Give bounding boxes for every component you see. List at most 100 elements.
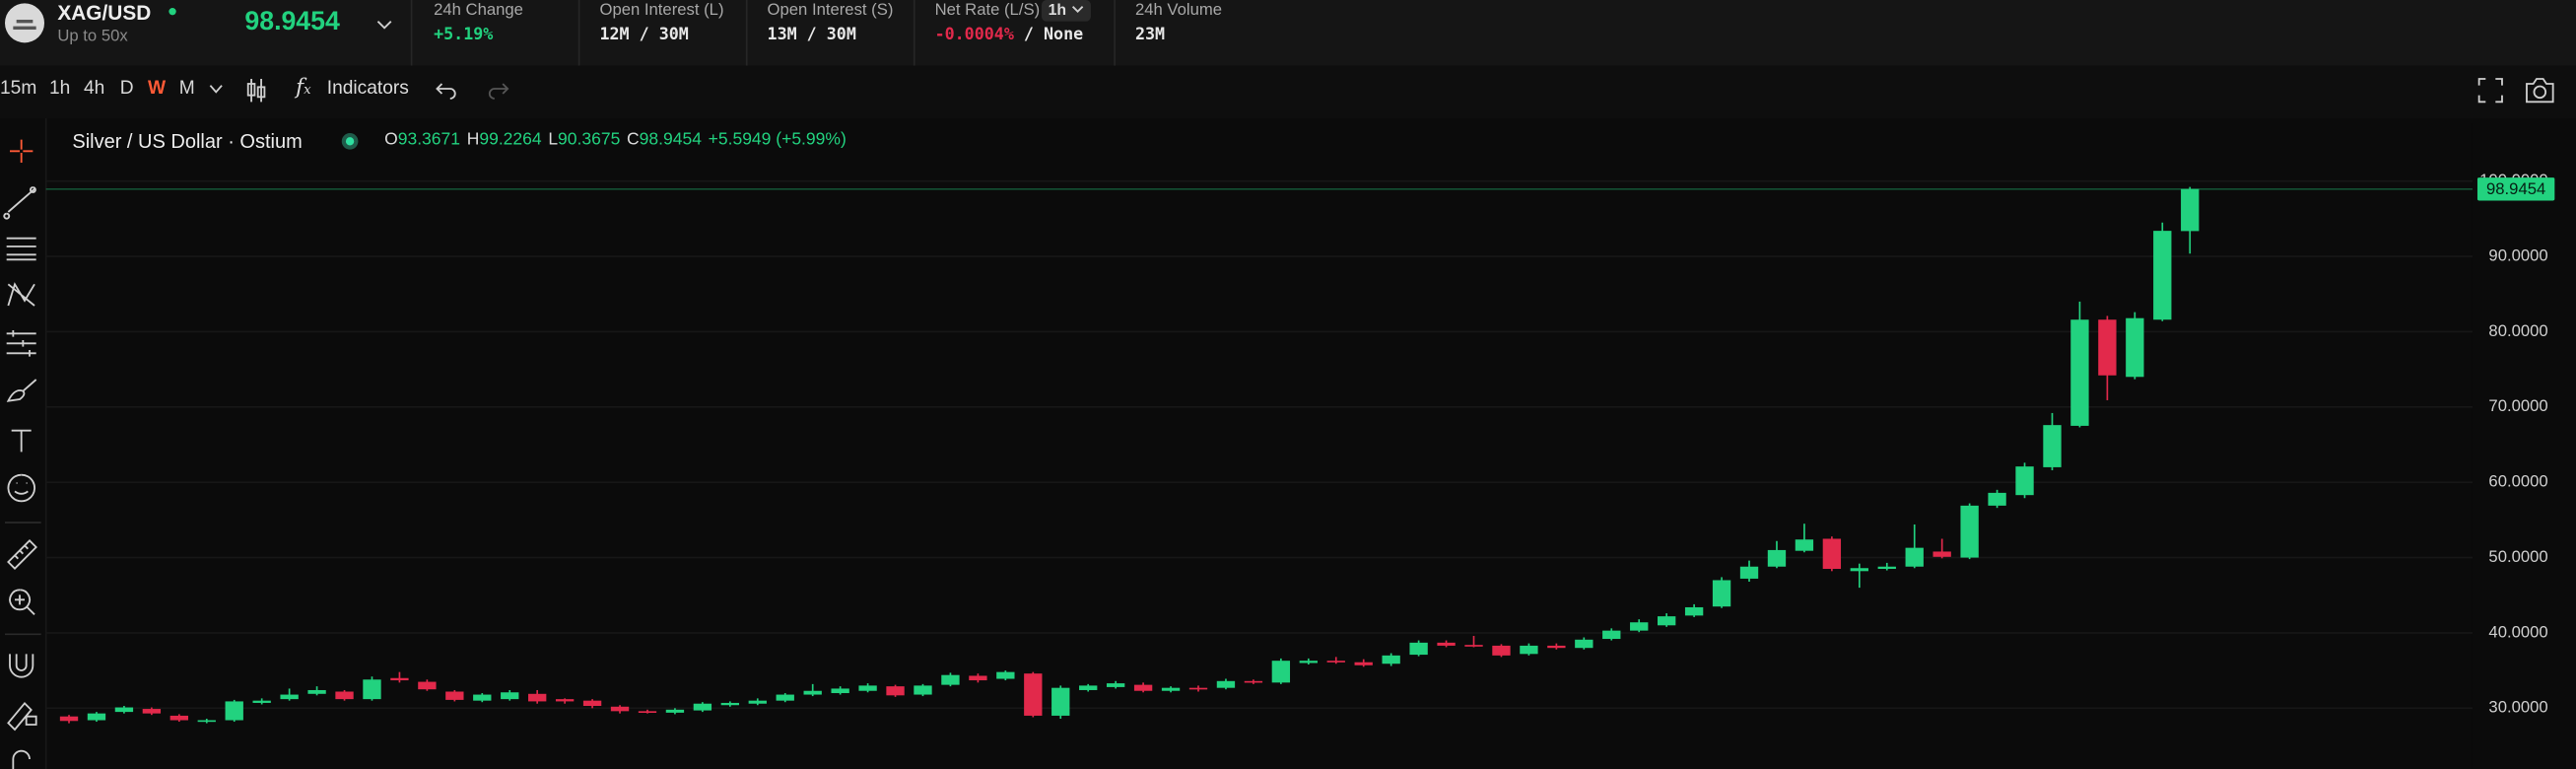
- lock-draw: [7, 701, 37, 732]
- interval-button[interactable]: 1h: [49, 79, 71, 100]
- net-rate: -0.0004%: [934, 26, 1014, 45]
- candle-body: [1024, 673, 1043, 716]
- candle-body: [142, 709, 162, 714]
- candle-body: [390, 677, 409, 681]
- ruler: [7, 539, 37, 570]
- y-tick-label: 30.0000: [2488, 698, 2547, 717]
- candle-body: [1464, 645, 1483, 647]
- candle-body: [87, 713, 106, 721]
- lock: [12, 749, 31, 769]
- divider: [410, 0, 413, 66]
- stat-label: Open Interest (L): [599, 1, 724, 21]
- candle-body: [1271, 661, 1291, 683]
- stat-value: 12M / 30M: [599, 26, 689, 45]
- candle-body: [1188, 687, 1208, 690]
- candle-body: [114, 707, 134, 713]
- legend-change: +5.5949 (+5.99%): [708, 129, 847, 150]
- interval-dropdown[interactable]: [209, 84, 224, 96]
- candle-body: [831, 688, 849, 694]
- candle-body: [886, 686, 905, 696]
- candle-body: [1133, 684, 1153, 691]
- candle-body: [418, 681, 437, 690]
- candle-body: [197, 720, 216, 723]
- price: 98.9454: [244, 8, 340, 36]
- candle-body: [1520, 645, 1538, 655]
- candle-body: [1988, 492, 2006, 506]
- y-tick-label: 40.0000: [2488, 622, 2547, 641]
- rate-interval[interactable]: 1h: [1041, 0, 1091, 22]
- redo[interactable]: [486, 81, 509, 101]
- fullscreen[interactable]: [2477, 77, 2504, 104]
- chart-type-button[interactable]: [244, 77, 267, 104]
- interval-button[interactable]: W: [148, 79, 167, 100]
- candle-body: [1575, 639, 1593, 649]
- candle-body: [1299, 661, 1318, 664]
- candle-body: [280, 694, 299, 700]
- candle-body: [1492, 645, 1511, 656]
- candle-body: [1437, 642, 1456, 646]
- legend-value: 93.3671: [397, 129, 461, 150]
- candle-body: [1326, 661, 1345, 663]
- brush: [6, 379, 37, 402]
- undo[interactable]: [436, 81, 458, 101]
- interval-button[interactable]: 4h: [84, 79, 105, 100]
- candle-body: [1354, 662, 1373, 665]
- stat-label: 24h Volume: [1134, 1, 1223, 21]
- candle-body: [582, 700, 602, 707]
- stat-value: 13M / 30M: [767, 26, 856, 45]
- chevron: [209, 85, 223, 94]
- candle-body: [1932, 551, 1951, 557]
- candle-body: [2043, 425, 2062, 467]
- symbol-dropdown[interactable]: [376, 18, 393, 31]
- candle-body: [2153, 231, 2172, 320]
- divider: [745, 0, 748, 66]
- candle-body: [638, 711, 657, 714]
- candle-body: [969, 675, 987, 681]
- candle-body: [1767, 549, 1787, 567]
- candle-body: [693, 703, 712, 711]
- candle-body: [335, 691, 354, 700]
- interval-button[interactable]: D: [119, 79, 134, 100]
- candle-body: [169, 715, 188, 721]
- candle-body: [1877, 566, 1896, 570]
- candle-body: [1079, 685, 1098, 690]
- stat-label: Open Interest (S): [767, 1, 894, 21]
- text-tool: [11, 429, 32, 453]
- candle-body: [307, 689, 326, 694]
- candle-body: [748, 700, 767, 704]
- stat-label: 24h Change: [434, 1, 523, 21]
- screenshot[interactable]: [2525, 77, 2554, 104]
- net-rate-suffix: / None: [1013, 26, 1084, 45]
- candle-body: [665, 709, 685, 713]
- interval-button[interactable]: 15m: [0, 79, 37, 100]
- y-tick-label: 90.0000: [2488, 246, 2547, 265]
- candle-body: [610, 706, 630, 712]
- interval-button[interactable]: M: [178, 79, 195, 100]
- candle-body: [803, 690, 822, 695]
- symbol[interactable]: XAG/USD: [57, 1, 152, 26]
- candle-body: [914, 685, 932, 695]
- legend-value: 90.3675: [558, 129, 621, 150]
- status-dot: [169, 8, 176, 16]
- candle-body: [445, 691, 464, 700]
- leverage: Up to 50x: [57, 28, 128, 46]
- candle-body: [2098, 319, 2117, 376]
- crosshair: [10, 139, 34, 164]
- candle-body: [720, 702, 740, 706]
- candle-body: [1106, 683, 1125, 687]
- candle-body: [1630, 622, 1649, 631]
- last-price-label: 98.9454: [2486, 179, 2545, 198]
- stat-value: 23M: [1134, 26, 1166, 45]
- market-status: [341, 133, 359, 150]
- candle-body: [1822, 538, 1842, 570]
- indicators-button[interactable]: Indicators: [326, 79, 409, 100]
- legend-key: C: [627, 129, 640, 150]
- candle-body: [1905, 547, 1924, 567]
- magnet: [9, 654, 34, 678]
- candle-body: [1244, 680, 1263, 683]
- divider: [1114, 0, 1116, 66]
- horizontal-lines: [6, 237, 36, 261]
